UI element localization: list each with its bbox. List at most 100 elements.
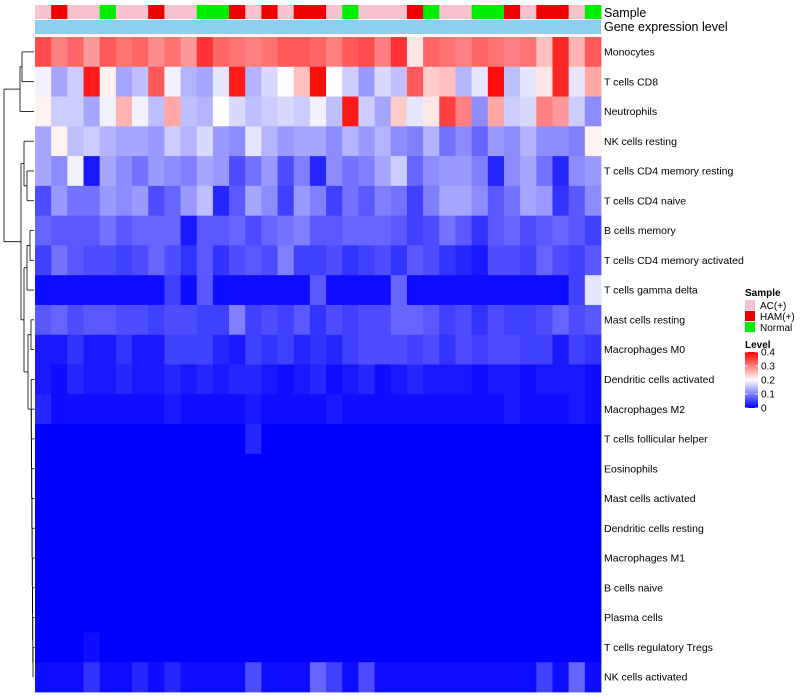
- heatmap-cell: [536, 185, 553, 217]
- legend-tick-label: 0: [761, 404, 767, 415]
- row-label: Eosinophils: [604, 463, 658, 475]
- heatmap-cell: [503, 156, 521, 187]
- sample-annotation-label: Sample: [604, 6, 646, 20]
- heatmap-cell: [487, 126, 505, 157]
- heatmap-cell: [293, 483, 311, 514]
- heatmap-cell: [503, 66, 521, 97]
- heatmap-cell: [552, 275, 570, 306]
- heatmap-cell: [196, 215, 214, 246]
- heatmap-cell: [390, 245, 408, 276]
- heatmap-cell: [51, 662, 68, 693]
- heatmap-cell: [67, 394, 84, 425]
- heatmap-cell: [229, 364, 246, 395]
- heatmap-cell: [212, 304, 230, 336]
- heatmap-cell: [584, 483, 602, 514]
- heatmap-cell: [390, 513, 408, 544]
- heatmap-cell: [374, 334, 392, 365]
- heatmap-cell: [35, 37, 52, 68]
- heatmap-cell: [277, 334, 295, 365]
- heatmap-cell: [342, 424, 359, 455]
- heatmap-cell: [35, 245, 52, 276]
- heatmap-cell: [277, 632, 295, 663]
- heatmap-cell: [374, 513, 392, 544]
- heatmap-cell: [455, 394, 473, 425]
- heatmap-cell: [35, 185, 52, 217]
- heatmap-cell: [406, 602, 424, 633]
- sample-cell: [390, 5, 408, 19]
- heatmap-cell: [520, 364, 537, 395]
- heatmap-cell: [520, 185, 537, 217]
- heatmap-cell: [487, 215, 505, 246]
- row-label: T cells follicular helper: [604, 434, 708, 446]
- heatmap-cell: [212, 215, 230, 246]
- heatmap-cell: [83, 156, 101, 187]
- heatmap-cell: [99, 632, 117, 663]
- heatmap-cell: [35, 215, 52, 246]
- heatmap-cell: [520, 662, 537, 693]
- heatmap-cell: [99, 304, 117, 336]
- legend-tick-label: 0.2: [761, 376, 775, 387]
- heatmap-cell: [51, 572, 68, 604]
- heatmap-cell: [552, 364, 570, 395]
- heatmap-cell: [374, 96, 392, 127]
- heatmap-cell: [568, 37, 586, 68]
- heatmap-cell: [196, 602, 214, 633]
- heatmap-cell: [35, 424, 52, 455]
- heatmap-cell: [115, 245, 133, 276]
- heatmap-cell: [503, 215, 521, 246]
- heatmap-cell: [229, 37, 246, 68]
- heatmap-cell: [132, 602, 149, 633]
- heatmap-cell: [245, 37, 262, 68]
- heatmap-cell: [261, 453, 278, 484]
- heatmap-cell: [212, 66, 230, 97]
- heatmap-cell: [132, 483, 149, 514]
- heatmap-cell: [390, 632, 408, 663]
- heatmap-cell: [309, 126, 327, 157]
- sample-cell: [261, 5, 278, 19]
- sample-cell: [423, 5, 440, 19]
- heatmap-cell: [406, 304, 424, 336]
- heatmap-cell: [568, 572, 586, 604]
- heatmap-cell: [35, 364, 52, 395]
- heatmap-cell: [342, 483, 359, 514]
- heatmap-cell: [164, 185, 181, 217]
- heatmap-cell: [487, 453, 505, 484]
- heatmap-cell: [374, 602, 392, 633]
- heatmap-cell: [406, 156, 424, 187]
- heatmap-cell: [277, 66, 295, 97]
- heatmap-cell: [99, 37, 117, 68]
- heatmap-cell: [67, 96, 84, 127]
- heatmap-cell: [471, 572, 489, 604]
- heatmap-cell: [374, 185, 392, 217]
- heatmap-cell: [520, 424, 537, 455]
- row-label: Plasma cells: [604, 612, 663, 624]
- heatmap-cell: [439, 96, 456, 127]
- heatmap-cell: [245, 334, 262, 365]
- heatmap-cell: [326, 96, 343, 127]
- heatmap-cell: [439, 364, 456, 395]
- heatmap-cell: [277, 364, 295, 395]
- heatmap-cell: [390, 662, 408, 693]
- heatmap-cell: [536, 215, 553, 246]
- heatmap-cell: [439, 632, 456, 663]
- heatmap-cell: [584, 394, 602, 425]
- heatmap-cell: [358, 96, 375, 127]
- heatmap-cell: [423, 453, 440, 484]
- heatmap-cell: [245, 275, 262, 306]
- heatmap-cell: [229, 424, 246, 455]
- heatmap-cell: [309, 483, 327, 514]
- heatmap-cell: [51, 483, 68, 514]
- sample-cell: [342, 5, 359, 19]
- heatmap-cell: [35, 572, 52, 604]
- heatmap-cell: [487, 572, 505, 604]
- heatmap-cell: [390, 185, 408, 217]
- heatmap-cell: [148, 66, 165, 97]
- heatmap-cell: [390, 543, 408, 574]
- heatmap-cell: [390, 572, 408, 604]
- heatmap-cell: [552, 662, 570, 693]
- heatmap-cell: [536, 632, 553, 663]
- heatmap-cell: [115, 334, 133, 365]
- heatmap-cell: [342, 662, 359, 693]
- heatmap-cell: [261, 156, 278, 187]
- heatmap-cell: [261, 275, 278, 306]
